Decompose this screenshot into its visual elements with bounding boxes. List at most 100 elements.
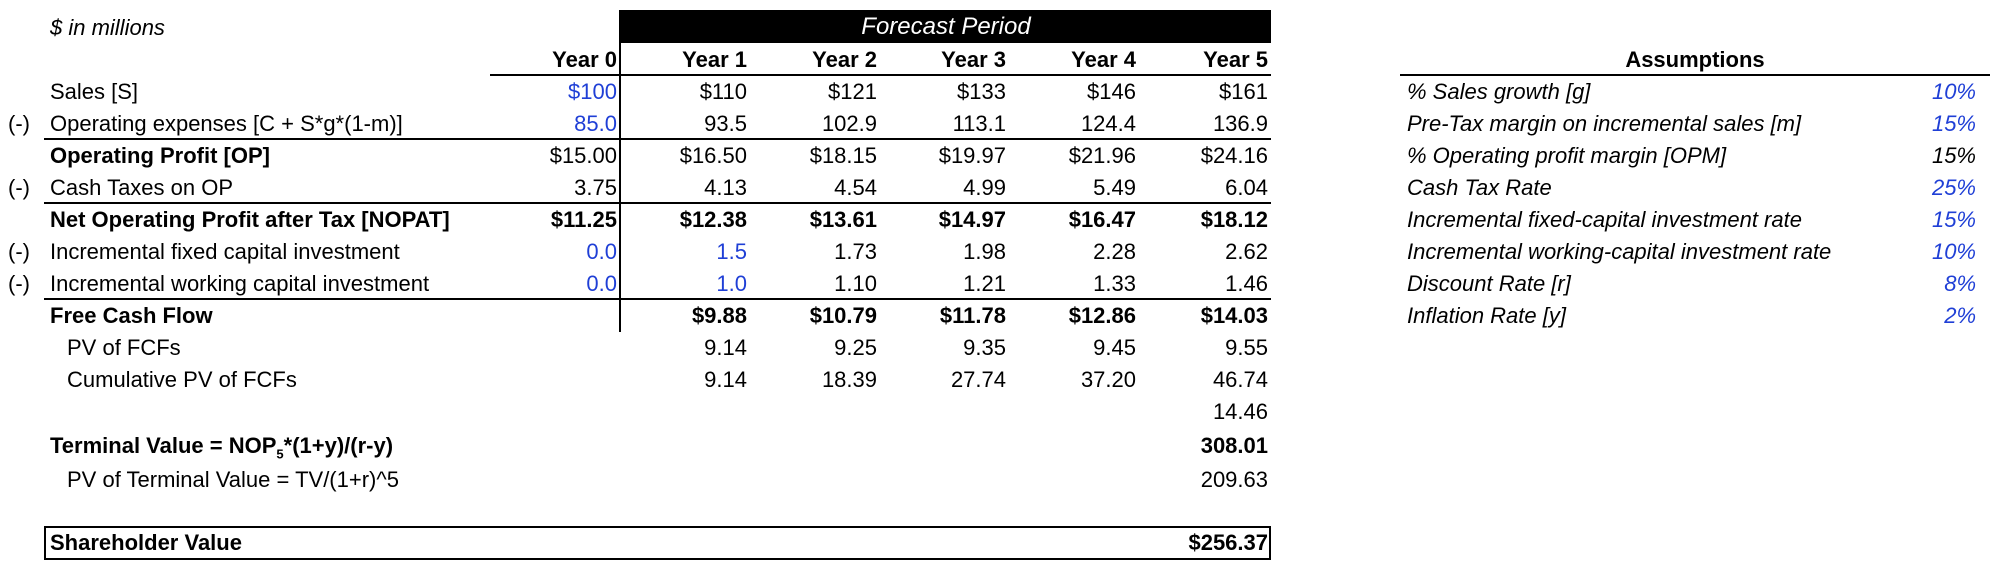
cell-op-y0: $15.00 (549, 143, 617, 168)
forecast-period-header: Forecast Period (621, 10, 1271, 43)
row-prefix-minus: (-) (8, 111, 30, 136)
terminal-value: 308.01 (1200, 433, 1268, 458)
assumption-value: 10% (1931, 79, 1976, 104)
pv-terminal-value-label: PV of Terminal Value = TV/(1+r)^5 (67, 467, 399, 492)
year-header-4: Year 4 (1071, 47, 1136, 72)
assumption-label: % Sales growth [g] (1407, 79, 1591, 104)
row-label-cumulative-pv: Cumulative PV of FCFs (67, 367, 297, 392)
cell-tax-y4: 5.49 (1093, 175, 1136, 200)
assumptions-title: Assumptions (1625, 47, 1765, 72)
cell-op-y4: $21.96 (1068, 143, 1136, 168)
year-header-0: Year 0 (552, 47, 617, 72)
cell-pvfcf-y1: 9.14 (704, 335, 747, 360)
cell-nopat-y3: $14.97 (938, 207, 1006, 232)
shareholder-value-box (44, 526, 1271, 560)
cell-fcap-y2: 1.73 (834, 239, 877, 264)
assumption-label: Discount Rate [r] (1407, 271, 1571, 296)
assumption-value: 15% (1931, 207, 1976, 232)
cell-tax-y1: 4.13 (704, 175, 747, 200)
cell-cumpv-y3: 27.74 (950, 367, 1006, 392)
cell-op-y5: $24.16 (1200, 143, 1268, 168)
year-header-3: Year 3 (941, 47, 1006, 72)
terminal-value-label: Terminal Value = NOP5*(1+y)/(r-y) (50, 433, 394, 462)
cell-fcf-y4: $12.86 (1068, 303, 1136, 328)
cell-cumpv-y4: 37.20 (1080, 367, 1136, 392)
cell-tax-y3: 4.99 (963, 175, 1006, 200)
units-note: $ in millions (50, 15, 165, 40)
cell-extra-y5: 14.46 (1212, 399, 1268, 424)
shareholder-value-label: Shareholder Value (50, 530, 242, 555)
row-label-sales: Sales [S] (50, 79, 139, 104)
assumption-value: 25% (1931, 175, 1976, 200)
cell-op-y2: $18.15 (809, 143, 877, 168)
cell-wcap-y0: 0.0 (586, 271, 617, 296)
assumption-value: 15% (1931, 111, 1976, 136)
row-label-working-capital: Incremental working capital investment (50, 271, 430, 296)
row-prefix-minus: (-) (8, 175, 30, 200)
cell-fcap-y0: 0.0 (586, 239, 617, 264)
cell-fcap-y1: 1.5 (716, 239, 747, 264)
cell-nopat-y0: $11.25 (550, 207, 617, 232)
row-label-nopat: Net Operating Profit after Tax [NOPAT] (50, 207, 450, 232)
cell-sales-y0: $100 (568, 79, 617, 104)
cell-fcf-y2: $10.79 (809, 303, 877, 328)
row-prefix-minus: (-) (8, 239, 30, 264)
cell-wcap-y5: 1.46 (1225, 271, 1268, 296)
assumption-label: Cash Tax Rate (1407, 175, 1552, 200)
cell-opex-y5: 136.9 (1212, 111, 1268, 136)
cell-sales-y1: $110 (699, 79, 747, 104)
cell-nopat-y5: $18.12 (1200, 207, 1268, 232)
row-prefix-minus: (-) (8, 271, 30, 296)
cell-pvfcf-y4: 9.45 (1093, 335, 1136, 360)
assumption-label: Inflation Rate [y] (1407, 303, 1566, 328)
cell-fcap-y5: 2.62 (1225, 239, 1268, 264)
assumption-label: % Operating profit margin [OPM] (1407, 143, 1727, 168)
cell-opex-y0: 85.0 (574, 111, 617, 136)
assumption-label: Incremental working-capital investment r… (1407, 239, 1832, 264)
cell-fcf-y3: $11.78 (939, 303, 1006, 328)
cell-tax-y0: 3.75 (574, 175, 617, 200)
year-header-5: Year 5 (1203, 47, 1268, 72)
cell-fcap-y3: 1.98 (963, 239, 1006, 264)
assumption-value: 10% (1931, 239, 1976, 264)
cell-cumpv-y1: 9.14 (704, 367, 747, 392)
assumption-label: Pre-Tax margin on incremental sales [m] (1407, 111, 1802, 136)
cell-fcf-y5: $14.03 (1200, 303, 1268, 328)
cell-cumpv-y2: 18.39 (821, 367, 877, 392)
cell-nopat-y4: $16.47 (1068, 207, 1136, 232)
pv-terminal-value: 209.63 (1200, 467, 1268, 492)
cell-opex-y2: 102.9 (821, 111, 877, 136)
row-label-cash-taxes: Cash Taxes on OP (50, 175, 234, 200)
row-label-free-cash-flow: Free Cash Flow (50, 303, 213, 328)
cell-opex-y3: 113.1 (952, 111, 1006, 136)
cell-cumpv-y5: 46.74 (1212, 367, 1268, 392)
cell-wcap-y3: 1.21 (963, 271, 1006, 296)
cell-sales-y5: $161 (1219, 79, 1268, 104)
year-header-2: Year 2 (812, 47, 877, 72)
cell-fcap-y4: 2.28 (1093, 239, 1136, 264)
cell-tax-y2: 4.54 (834, 175, 877, 200)
row-label-operating-profit: Operating Profit [OP] (50, 143, 270, 168)
assumption-value: 2% (1944, 303, 1976, 328)
cell-pvfcf-y2: 9.25 (834, 335, 877, 360)
cell-wcap-y4: 1.33 (1093, 271, 1136, 296)
assumption-label: Incremental fixed-capital investment rat… (1407, 207, 1802, 232)
cell-sales-y2: $121 (828, 79, 877, 104)
row-label-pv-fcfs: PV of FCFs (67, 335, 181, 360)
cell-sales-y4: $146 (1087, 79, 1136, 104)
cell-pvfcf-y3: 9.35 (963, 335, 1006, 360)
cell-tax-y5: 6.04 (1225, 175, 1268, 200)
cell-pvfcf-y5: 9.55 (1225, 335, 1268, 360)
assumption-value: 15% (1931, 143, 1976, 168)
row-label-fixed-capital: Incremental fixed capital investment (50, 239, 400, 264)
cell-op-y1: $16.50 (679, 143, 747, 168)
cell-wcap-y1: 1.0 (716, 271, 747, 296)
year-header-1: Year 1 (682, 47, 747, 72)
assumption-value: 8% (1944, 271, 1976, 296)
row-label-operating-expenses: Operating expenses [C + S*g*(1-m)] (50, 111, 403, 136)
cell-nopat-y2: $13.61 (809, 207, 877, 232)
cell-opex-y4: 124.4 (1080, 111, 1136, 136)
cell-op-y3: $19.97 (938, 143, 1006, 168)
cell-wcap-y2: 1.10 (834, 271, 877, 296)
shareholder-value: $256.37 (1188, 530, 1268, 555)
